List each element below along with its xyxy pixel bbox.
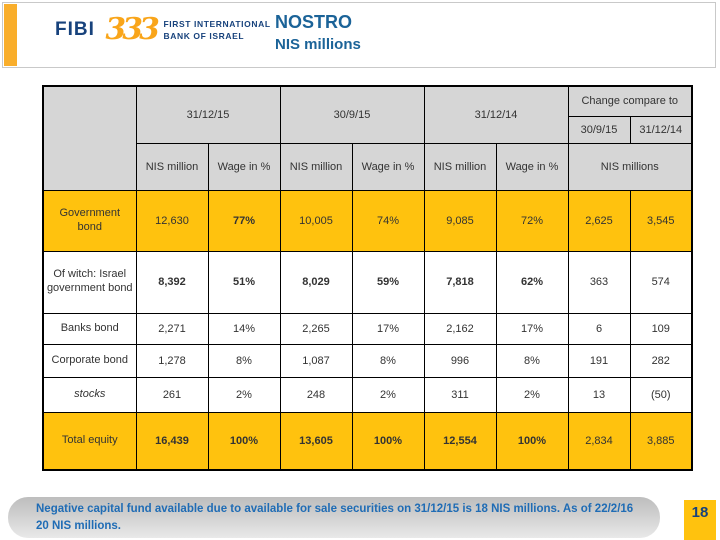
accent-orange-bar [4,4,17,66]
row-label: Of witch: Israel government bond [42,250,137,314]
org-name: FIRST INTERNATIONAL BANK OF ISRAEL [164,18,271,43]
cell: 100% [351,411,425,471]
cell: 191 [567,343,631,378]
cell: (50) [629,376,693,413]
fibi-logo-mark-icon: 333 [101,12,159,47]
cell: 1,278 [135,343,209,378]
unit-header-wage-1: Wage in % [207,142,281,191]
unit-header-wage-2: Wage in % [351,142,425,191]
cell: 100% [495,411,569,471]
cell: 7,818 [423,250,497,314]
cell: 8% [207,343,281,378]
cell: 59% [351,250,425,314]
unit-header-nis-1: NIS million [135,142,209,191]
cell: 2,265 [279,312,353,345]
cell: 282 [629,343,693,378]
cell: 77% [207,189,281,252]
cell: 2% [495,376,569,413]
table-row-total-equity: Total equity 16,439 100% 13,605 100% 12,… [42,411,693,471]
table-row-stocks: stocks 261 2% 248 2% 311 2% 13 (50) [42,376,693,413]
slide-title: NOSTRO [275,12,353,32]
page-number-box: 18 [684,500,716,540]
cell: 17% [351,312,425,345]
cell: 12,630 [135,189,209,252]
change-compare-header: Change compare to [567,85,693,117]
row-label: Government bond [42,189,137,252]
cell: 3,885 [629,411,693,471]
row-label: Total equity [42,411,137,471]
cell: 14% [207,312,281,345]
cell: 8,029 [279,250,353,314]
title-block: NOSTRO NIS millions [275,12,361,55]
org-name-line2: BANK OF ISRAEL [163,31,245,41]
cell: 6 [567,312,631,345]
corner-header-cell [42,85,137,191]
cell: 2% [207,376,281,413]
cell: 51% [207,250,281,314]
cell: 12,554 [423,411,497,471]
cell: 62% [495,250,569,314]
cell: 574 [629,250,693,314]
cell: 8% [351,343,425,378]
period-header-30-9-15: 30/9/15 [279,85,425,144]
page-number: 18 [691,504,709,521]
cell: 8,392 [135,250,209,314]
slide-subtitle: NIS millions [275,35,361,53]
table-row-banks-bond: Banks bond 2,271 14% 2,265 17% 2,162 17%… [42,312,693,345]
unit-header-nis-3: NIS million [423,142,497,191]
footer-note-bar: Negative capital fund available due to a… [8,497,660,538]
cell: 2% [351,376,425,413]
cell: 17% [495,312,569,345]
cell: 1,087 [279,343,353,378]
table-row-government-bond: Government bond 12,630 77% 10,005 74% 9,… [42,189,693,252]
cell: 2,834 [567,411,631,471]
cell: 2,625 [567,189,631,252]
unit-header-wage-3: Wage in % [495,142,569,191]
cell: 16,439 [135,411,209,471]
cell: 248 [279,376,353,413]
cell: 10,005 [279,189,353,252]
unit-header-nis-2: NIS million [279,142,353,191]
cell: 3,545 [629,189,693,252]
period-header-31-12-14: 31/12/14 [423,85,569,144]
change-sub-header-31-12-14: 31/12/14 [629,115,693,144]
cell: 261 [135,376,209,413]
cell: 13 [567,376,631,413]
cell: 363 [567,250,631,314]
cell: 100% [207,411,281,471]
cell: 72% [495,189,569,252]
cell: 9,085 [423,189,497,252]
footer-note-text: Negative capital fund available due to a… [36,502,634,532]
cell: 109 [629,312,693,345]
org-name-line1: FIRST INTERNATIONAL [163,18,271,29]
row-label: Corporate bond [42,343,137,378]
slide-header-band: FIBI 333 FIRST INTERNATIONAL BANK OF ISR… [2,2,716,68]
row-label: stocks [42,376,137,413]
change-sub-header-30-9-15: 30/9/15 [567,115,631,144]
fibi-brand-text: FIBI [55,19,95,40]
fibi-logo: FIBI 333 FIRST INTERNATIONAL BANK OF ISR… [55,12,271,47]
period-header-31-12-15: 31/12/15 [135,85,281,144]
cell: 13,605 [279,411,353,471]
cell: 996 [423,343,497,378]
cell: 2,271 [135,312,209,345]
row-label: Banks bond [42,312,137,345]
nostro-table: 31/12/15 30/9/15 31/12/14 Change compare… [42,85,693,471]
cell: 8% [495,343,569,378]
table-row-israel-government-bond: Of witch: Israel government bond 8,392 5… [42,250,693,314]
cell: 74% [351,189,425,252]
table-row-corporate-bond: Corporate bond 1,278 8% 1,087 8% 996 8% … [42,343,693,378]
cell: 311 [423,376,497,413]
cell: 2,162 [423,312,497,345]
change-unit-header: NIS millions [567,142,693,191]
